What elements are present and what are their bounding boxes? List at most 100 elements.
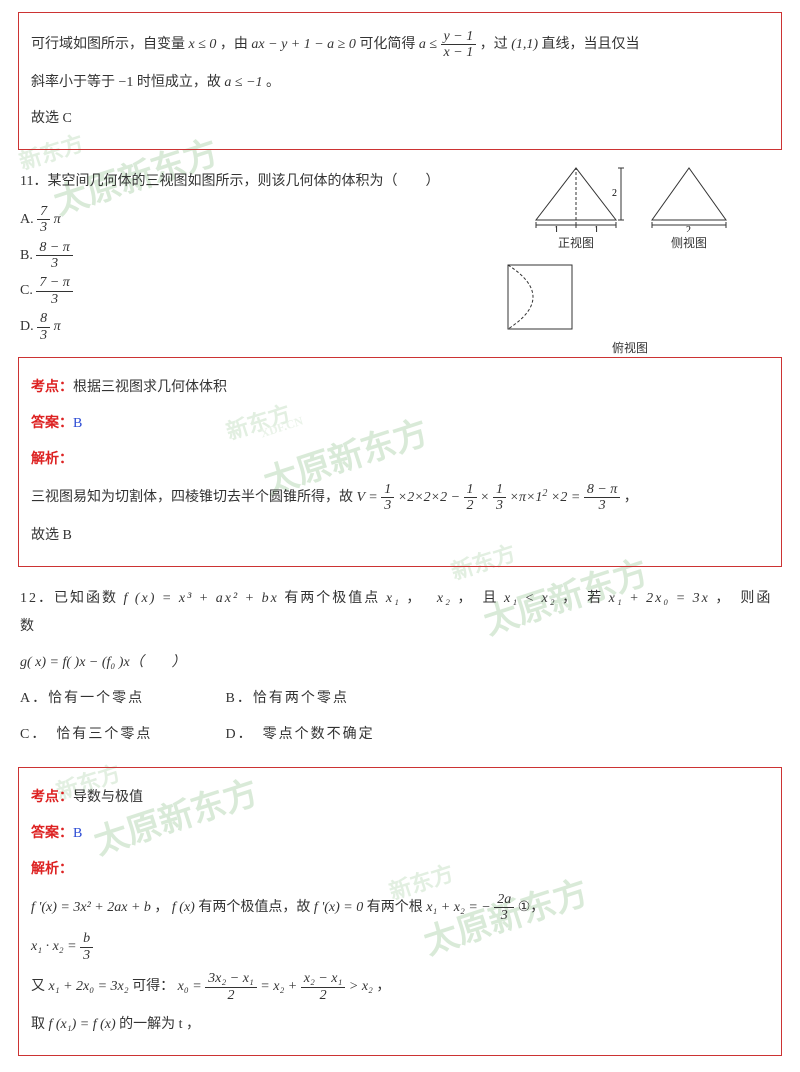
d: 3 (494, 908, 514, 923)
opt-label: A. (20, 212, 37, 227)
math: ax − y + 1 − a ≥ 0 (251, 37, 355, 52)
text: 有两个极值点，故 (198, 900, 314, 915)
math: f '(x) = 0 (314, 900, 363, 915)
answer: B (73, 826, 82, 841)
text: 有两个根 (367, 900, 427, 915)
topic: 导数与极值 (73, 790, 143, 805)
text: 可行域如图所示，自变量 (31, 37, 189, 52)
math: f '(x) = 3x² + 2ax + b (31, 900, 151, 915)
text: 又 (31, 979, 49, 994)
option-a: A．恰有一个零点 (20, 685, 220, 713)
text: ， 且 (458, 591, 505, 606)
text: ， (376, 979, 390, 994)
text: ， (624, 490, 638, 505)
d: 3 (493, 498, 506, 513)
math: f (x) (172, 900, 195, 915)
frac-den: 3 (37, 328, 50, 343)
math: f (x) = x³ + ax² + bx (124, 591, 279, 606)
math: x₁ + 2x₀ = 3x₂ (49, 979, 129, 994)
topic-label: 考点： (31, 380, 73, 395)
text: 可化简得 (359, 37, 419, 52)
frac-num: 8 − π (36, 240, 72, 256)
solution-box-10: 可行域如图所示，自变量 x ≤ 0 ，由 ax − y + 1 − a ≥ 0 … (18, 12, 782, 150)
n: 2a (494, 892, 514, 908)
math: × (480, 490, 489, 505)
math: > x₂ (349, 979, 373, 994)
side-view-label: 侧视图 (644, 234, 734, 251)
sup: 2 (542, 488, 547, 499)
three-views-figure: 11 2 正视图 2 侧视图 (500, 160, 760, 356)
text: ， (154, 900, 168, 915)
math: x ≤ 0 (189, 37, 217, 52)
text: 取 (31, 1017, 49, 1032)
pi: π (54, 319, 61, 334)
top-view-svg (500, 257, 580, 337)
frac-den: 3 (36, 256, 72, 271)
n: 1 (493, 482, 506, 498)
math: V = (357, 490, 378, 505)
math: ×2×2×2 − (398, 490, 464, 505)
analysis-label: 解析： (31, 452, 73, 467)
answer: B (73, 416, 82, 431)
n: 8 − π (584, 482, 620, 498)
question-12: 12．已知函数 f (x) = x³ + ax² + bx 有两个极值点 x₁ … (18, 573, 782, 761)
topic-label: 考点： (31, 790, 73, 805)
text: ， (406, 591, 431, 606)
n: 3x₂ − x₁ (205, 971, 257, 987)
text: 斜率小于等于 −1 时恒成立，故 (31, 75, 224, 90)
math: = x₂ + (260, 979, 300, 994)
n: 1 (464, 482, 477, 498)
frac-den: 3 (36, 292, 72, 307)
text: 三视图易知为切割体，四棱锥切去半个圆锥所得，故 (31, 490, 357, 505)
d: 3 (80, 948, 93, 963)
n: 1 (381, 482, 394, 498)
math: g( x) = f( )x − (f₀ )x（ ） (20, 655, 186, 670)
frac-den: x − 1 (441, 45, 477, 60)
option-d: D． 零点个数不确定 (226, 727, 375, 742)
svg-text:1: 1 (554, 225, 559, 232)
text: 直线，当且仅当 (542, 37, 640, 52)
math: x₁ + x₂ = − (426, 900, 491, 915)
math: ×2 = (551, 490, 584, 505)
math: ×π×1 (510, 490, 543, 505)
pi: π (54, 212, 61, 227)
text: ，由 (220, 37, 252, 52)
opt-label: C. (20, 283, 36, 298)
text: 可得： (132, 979, 174, 994)
opt-label: B. (20, 248, 36, 263)
svg-text:2: 2 (612, 188, 617, 199)
math: x₁ · x₂ = (31, 940, 80, 955)
frac-den: 3 (37, 220, 50, 235)
option-c: C． 恰有三个零点 (20, 721, 220, 749)
solution-box-11: 考点：根据三视图求几何体体积 答案：B 解析： 三视图易知为切割体，四棱锥切去半… (18, 357, 782, 567)
frac-num: 8 (37, 311, 50, 327)
math: x₁ < x₂ (504, 591, 557, 606)
math: x₀ = (178, 979, 206, 994)
answer-label: 答案： (31, 416, 73, 431)
top-view-label: 俯视图 (500, 339, 760, 356)
conclusion: 故选 B (31, 522, 769, 550)
math: x₁ + 2x₀ = 3x (609, 591, 710, 606)
conclusion: 故选 C (31, 105, 769, 133)
answer-label: 答案： (31, 826, 73, 841)
option-b: B．恰有两个零点 (226, 691, 349, 706)
analysis-label: 解析： (31, 862, 73, 877)
text: ①， (518, 900, 545, 915)
n: x₂ − x₁ (301, 971, 346, 987)
question-11: 11．某空间几何体的三视图如图所示，则该几何体的体积为（ ） A. 73 π B… (18, 156, 782, 351)
d: 3 (381, 498, 394, 513)
frac-num: 7 − π (36, 275, 72, 291)
text: 有两个极值点 (284, 591, 386, 606)
d: 2 (464, 498, 477, 513)
math: x₁ (386, 591, 401, 606)
frac-num: 7 (37, 204, 50, 220)
text: ， 若 (562, 591, 609, 606)
text: 12．已知函数 (20, 591, 124, 606)
math: (1,1) (511, 37, 538, 52)
text: 。 (266, 75, 280, 90)
front-view-label: 正视图 (526, 234, 626, 251)
math: a ≤ (419, 37, 441, 52)
text: ，过 (480, 37, 512, 52)
topic: 根据三视图求几何体体积 (73, 380, 227, 395)
opt-label: D. (20, 319, 37, 334)
